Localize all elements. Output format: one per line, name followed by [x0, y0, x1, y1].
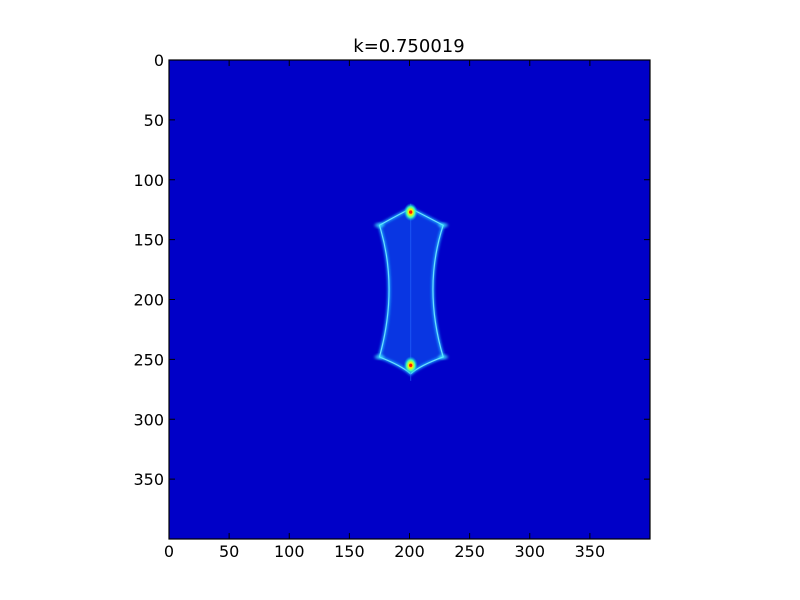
heatmap-features — [374, 203, 449, 381]
x-tick-label: 100 — [274, 542, 305, 561]
lower-cusp-peak-core — [409, 363, 413, 367]
y-tick-label: 200 — [133, 291, 164, 310]
x-tick-label: 200 — [394, 542, 425, 561]
y-tick-label: 50 — [144, 111, 164, 130]
plot-area — [168, 59, 651, 540]
x-axis: 0 50 100 150 200 250 300 350 — [164, 60, 605, 561]
y-tick-label: 100 — [133, 171, 164, 190]
x-tick-label: 50 — [219, 542, 239, 561]
y-tick-label: 250 — [133, 350, 164, 369]
upper-cusp-peak-core — [409, 210, 413, 214]
y-tick-label: 150 — [133, 231, 164, 250]
y-axis: 0 50 100 150 200 250 300 350 — [133, 51, 650, 489]
caustic-fill — [379, 208, 444, 374]
side-cusp-0 — [374, 222, 385, 228]
y-tick-label: 300 — [133, 410, 164, 429]
x-tick-label: 250 — [454, 542, 485, 561]
x-tick-label: 0 — [164, 542, 174, 561]
y-tick-label: 350 — [133, 470, 164, 489]
y-tick-label: 0 — [154, 51, 164, 70]
side-cusp-3 — [438, 354, 449, 360]
x-tick-label: 350 — [575, 542, 606, 561]
x-tick-label: 300 — [514, 542, 545, 561]
side-cusp-1 — [438, 222, 449, 228]
chart-title: k=0.750019 — [353, 36, 464, 57]
side-cusp-2 — [374, 354, 385, 360]
x-tick-label: 150 — [334, 542, 365, 561]
